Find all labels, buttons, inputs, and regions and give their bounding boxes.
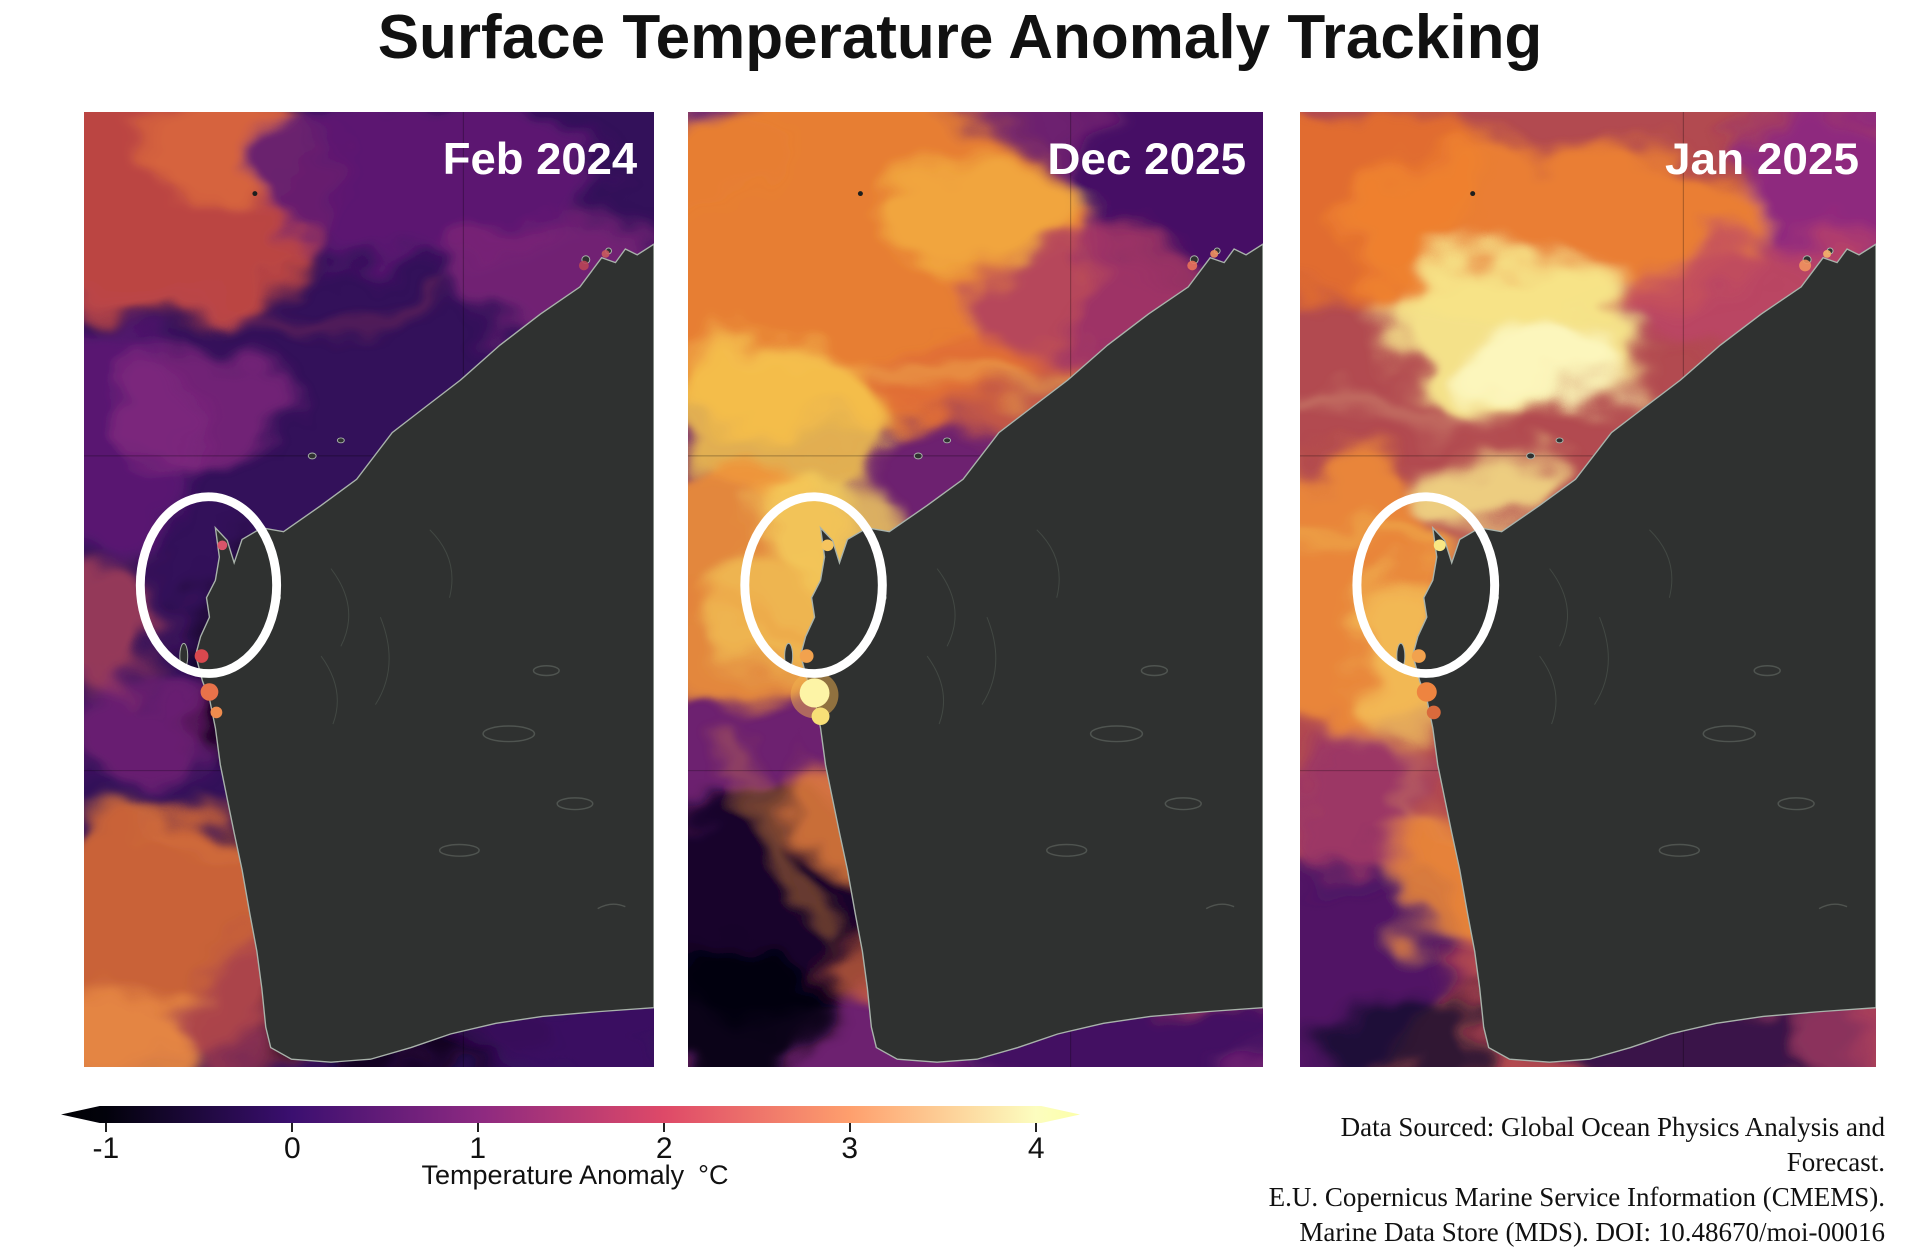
source-line: Marine Data Store (MDS). DOI: 10.48670/m… [1299,1217,1885,1247]
source-line: Data Sourced: Global Ocean Physics Analy… [1340,1112,1885,1177]
colorbar-tick-label: 0 [283,1132,301,1165]
colorbar-tick [1035,1123,1038,1132]
shark-bay-hotspot [1411,249,1832,720]
highlight-ellipse [740,492,887,678]
shark-bay-hotspot [194,249,610,719]
colorbar-axis-label: Temperature Anomaly °C [275,1160,875,1191]
panel-date-label: Dec 2025 [1047,134,1246,184]
map-panel-jan-2025: Jan 2025 [1300,112,1876,1067]
colorbar-tick-label: 4 [1027,1132,1045,1165]
colorbar-tick [848,1123,851,1132]
shark-bay-hotspot [790,249,1219,726]
colorbar-tick-label: 1 [469,1132,487,1165]
colorbar-label-text: Temperature Anomaly [421,1160,685,1190]
highlight-ellipse [1352,492,1500,678]
colorbar-tick [476,1123,479,1132]
colorbar-unit: °C [698,1160,729,1190]
colorbar-tick-label: -1 [92,1132,120,1165]
colorbar-group: -1 0 1 2 3 4 [61,1106,1080,1196]
panel-date-label: Jan 2025 [1665,134,1859,184]
colorbar-tick [104,1123,107,1132]
figure-title: Surface Temperature Anomaly Tracking [377,3,1543,72]
anomaly-map-svg: Jan 2025 [1300,112,1876,1067]
map-panel-feb-2024: Feb 2024 [84,112,654,1067]
colorbar-tick-label: 2 [655,1132,673,1165]
highlight-ellipse [135,492,282,678]
source-line: E.U. Copernicus Marine Service Informati… [1268,1182,1885,1212]
source-attribution: Data Sourced: Global Ocean Physics Analy… [1245,1110,1885,1250]
map-panel-dec-2025: Dec 2025 [688,112,1263,1067]
colorbar-tick [663,1123,666,1132]
colorbar-gradient [61,1106,1080,1123]
anomaly-map-svg: Dec 2025 [688,112,1263,1067]
colorbar-tick [291,1123,294,1132]
colorbar-tick-label: 3 [841,1132,859,1165]
panel-date-label: Feb 2024 [443,134,637,185]
anomaly-map-svg: Feb 2024 [84,112,654,1067]
